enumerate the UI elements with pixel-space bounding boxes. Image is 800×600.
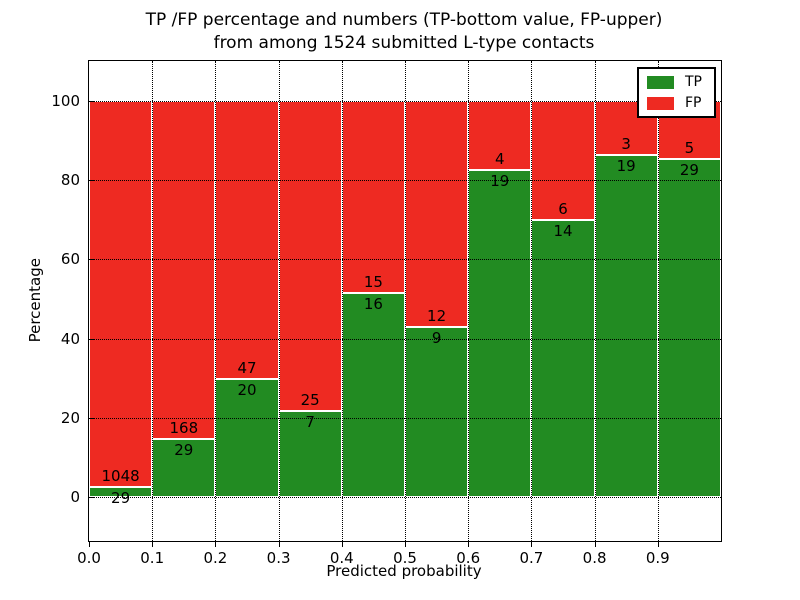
x-tick-label: 0.4 — [329, 549, 354, 567]
bar-tp-count-label: 29 — [679, 161, 699, 179]
x-axis-tick — [531, 541, 533, 547]
bar-fp-count-label: 15 — [363, 272, 383, 291]
x-axis-tick — [657, 541, 659, 547]
bar-segment-fp — [152, 100, 216, 439]
bar-fp-count-label: 25 — [300, 390, 320, 409]
x-tick-label: 0.8 — [582, 549, 607, 567]
bar-segment-fp — [89, 100, 153, 487]
plot-area: 0 20 40 60 80 100 0.0 0.1 0.2 0.3 0.4 0.5 0.6 0.7 0.8 0… — [51, 60, 722, 567]
chart-title-line2: from among 1524 submitted L-type contact… — [213, 33, 595, 53]
bar-segment-tp — [89, 486, 153, 498]
y-axis-tick — [89, 418, 95, 420]
x-tick-label: 0.7 — [519, 549, 544, 567]
x-axis-tick — [152, 541, 154, 547]
y-tick-label: 100 — [51, 91, 80, 110]
bar-tp-count-label: 9 — [431, 329, 442, 348]
x-tick-label: 0.6 — [456, 549, 481, 567]
legend-color-swatch-icon — [647, 96, 674, 110]
x-axis-tick — [278, 541, 280, 547]
bar-segment-tp — [531, 219, 595, 498]
chart-title: TP /FP percentage and numbers (TP-bottom… — [88, 9, 720, 55]
gridline-vertical — [405, 61, 406, 541]
x-axis-tick — [89, 541, 90, 547]
legend: TP FP — [637, 67, 716, 118]
bar-fp-count-label: 5 — [684, 139, 695, 157]
bar-segment-tp — [657, 159, 721, 498]
y-axis-tick — [89, 259, 95, 261]
y-tick-label: 80 — [60, 171, 80, 189]
y-axis-tick — [89, 100, 95, 102]
gridline-vertical — [657, 61, 659, 541]
gridline-vertical — [278, 61, 280, 541]
gridline-vertical — [215, 61, 217, 541]
x-tick-label: 0.1 — [140, 549, 165, 567]
bar-segment-tp — [468, 169, 532, 498]
bar-segment-tp — [341, 292, 405, 498]
bar-tp-count-label: 7 — [305, 412, 315, 431]
legend-item-label: TP — [685, 74, 702, 90]
y-tick-label: 20 — [60, 409, 80, 428]
bar-fp-count-label: 12 — [427, 307, 447, 326]
y-axis-tick — [89, 180, 95, 181]
bar-tp-count-label: 20 — [237, 380, 257, 399]
bar-tp-count-label: 16 — [363, 294, 383, 313]
legend-color-swatch-icon — [647, 75, 674, 89]
legend-item: TP — [647, 75, 702, 89]
gridline-vertical — [531, 61, 533, 541]
y-axis-label-container: Percentage — [24, 60, 46, 540]
bar-fp-count-label: 6 — [558, 199, 568, 218]
x-axis-tick — [468, 541, 470, 547]
bar-segment-tp — [215, 378, 279, 498]
y-axis-tick — [89, 497, 95, 499]
bar-tp-count-label: 14 — [553, 221, 573, 240]
bar-fp-count-label: 3 — [621, 134, 631, 153]
bar-fp-count-label: 4 — [495, 149, 505, 168]
gridline-vertical — [341, 61, 343, 541]
bar-tp-count-label: 29 — [174, 440, 194, 459]
legend-item: FP — [647, 96, 702, 110]
x-axis-tick — [594, 541, 596, 547]
x-axis-tick — [341, 541, 343, 547]
bar-tp-count-label: 19 — [616, 156, 636, 175]
bar-segment-tp — [405, 327, 469, 498]
gridline-vertical — [468, 61, 470, 541]
bar-segment-fp — [278, 100, 342, 411]
x-tick-label: 0.5 — [393, 549, 417, 567]
x-axis-tick — [405, 541, 406, 547]
legend-item-label: FP — [685, 95, 702, 111]
y-axis-tick — [89, 338, 95, 340]
chart-title-line1: TP /FP percentage and numbers (TP-bottom… — [145, 10, 663, 30]
y-tick-label: 40 — [60, 329, 80, 348]
bar-segment-tp — [594, 154, 658, 498]
bar-segment-fp — [468, 100, 532, 170]
bar-fp-count-label: 47 — [237, 358, 257, 377]
y-tick-label: 60 — [60, 250, 80, 269]
bar-segment-fp — [215, 100, 279, 379]
x-axis-tick — [215, 541, 217, 547]
bar-segment-tp — [278, 410, 342, 498]
x-axis-label: Predicted probability — [326, 562, 482, 580]
x-tick-label: 0.9 — [645, 549, 670, 567]
gridline-vertical — [594, 61, 596, 541]
gridline-vertical — [152, 61, 154, 541]
bar-tp-count-label: 19 — [490, 171, 510, 190]
x-tick-label: 0.0 — [77, 549, 101, 567]
bar-fp-count-label: 1048 — [101, 466, 140, 485]
bar-segment-fp — [341, 100, 405, 293]
x-tick-label: 0.2 — [203, 549, 228, 567]
bar-fp-count-label: 168 — [169, 418, 199, 437]
bar-segment-fp — [405, 100, 469, 328]
bar-tp-count-label: 29 — [111, 488, 131, 507]
bar-segment-fp — [531, 100, 595, 220]
x-tick-label: 0.3 — [266, 549, 291, 567]
y-tick-label: 0 — [70, 488, 80, 507]
